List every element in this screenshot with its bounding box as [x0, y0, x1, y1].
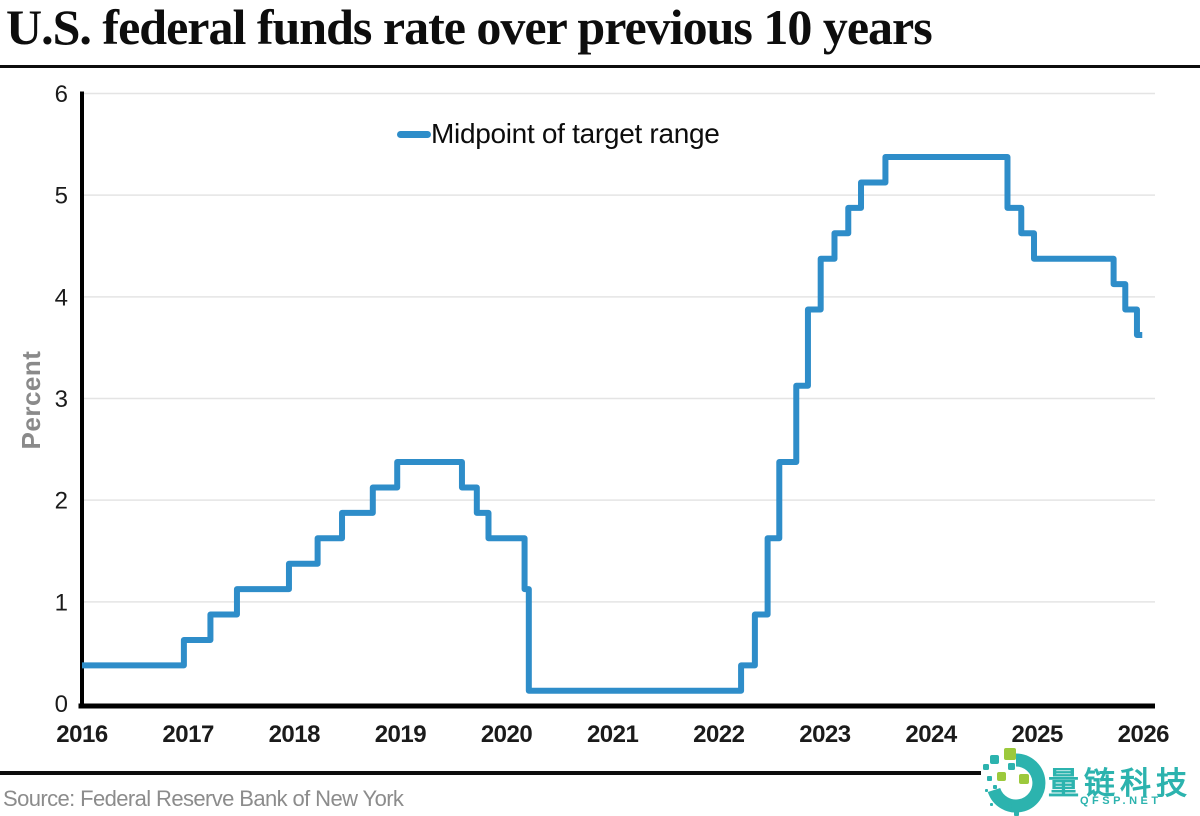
y-tick-label-0: 0 [55, 691, 68, 718]
title-divider [0, 65, 1200, 68]
source-attribution: Source: Federal Reserve Bank of New York [3, 786, 404, 811]
chart-legend: Midpoint of target range [397, 118, 720, 149]
watermark-url-text: QFSP.NET [1080, 795, 1162, 807]
y-tick-label-2: 2 [55, 488, 68, 515]
legend-line-swatch-icon [397, 130, 431, 138]
y-tick-label-3: 3 [55, 386, 68, 413]
x-tick-label-2020: 2020 [481, 721, 533, 748]
y-axis-title: Percent [16, 350, 46, 450]
series-line-midpoint-of-target-range [82, 154, 1143, 694]
watermark-logo-icon [983, 748, 1046, 816]
footer-divider [0, 771, 981, 775]
legend-label: Midpoint of target range [431, 118, 720, 149]
x-tick-label-2018: 2018 [269, 721, 321, 748]
x-tick-label-2021: 2021 [587, 721, 639, 748]
y-tick-label-1: 1 [55, 589, 68, 616]
x-tick-label-2016: 2016 [56, 721, 108, 748]
x-tick-label-2022: 2022 [693, 721, 745, 748]
x-tick-label-2019: 2019 [375, 721, 427, 748]
y-tick-label-6: 6 [55, 81, 68, 108]
watermark-brand-text: 量链科技 [1048, 766, 1192, 801]
x-tick-label-2023: 2023 [799, 721, 851, 748]
watermark: 量链科技 QFSP.NET [980, 745, 1200, 816]
page-title: U.S. federal funds rate over previous 10… [6, 0, 933, 55]
y-tick-label-4: 4 [55, 284, 68, 311]
x-tick-label-2025: 2025 [1011, 721, 1063, 748]
x-tick-label-2017: 2017 [162, 721, 214, 748]
x-tick-label-2024: 2024 [905, 721, 958, 748]
y-tick-label-5: 5 [55, 183, 68, 210]
x-tick-label-2026: 2026 [1118, 721, 1170, 748]
